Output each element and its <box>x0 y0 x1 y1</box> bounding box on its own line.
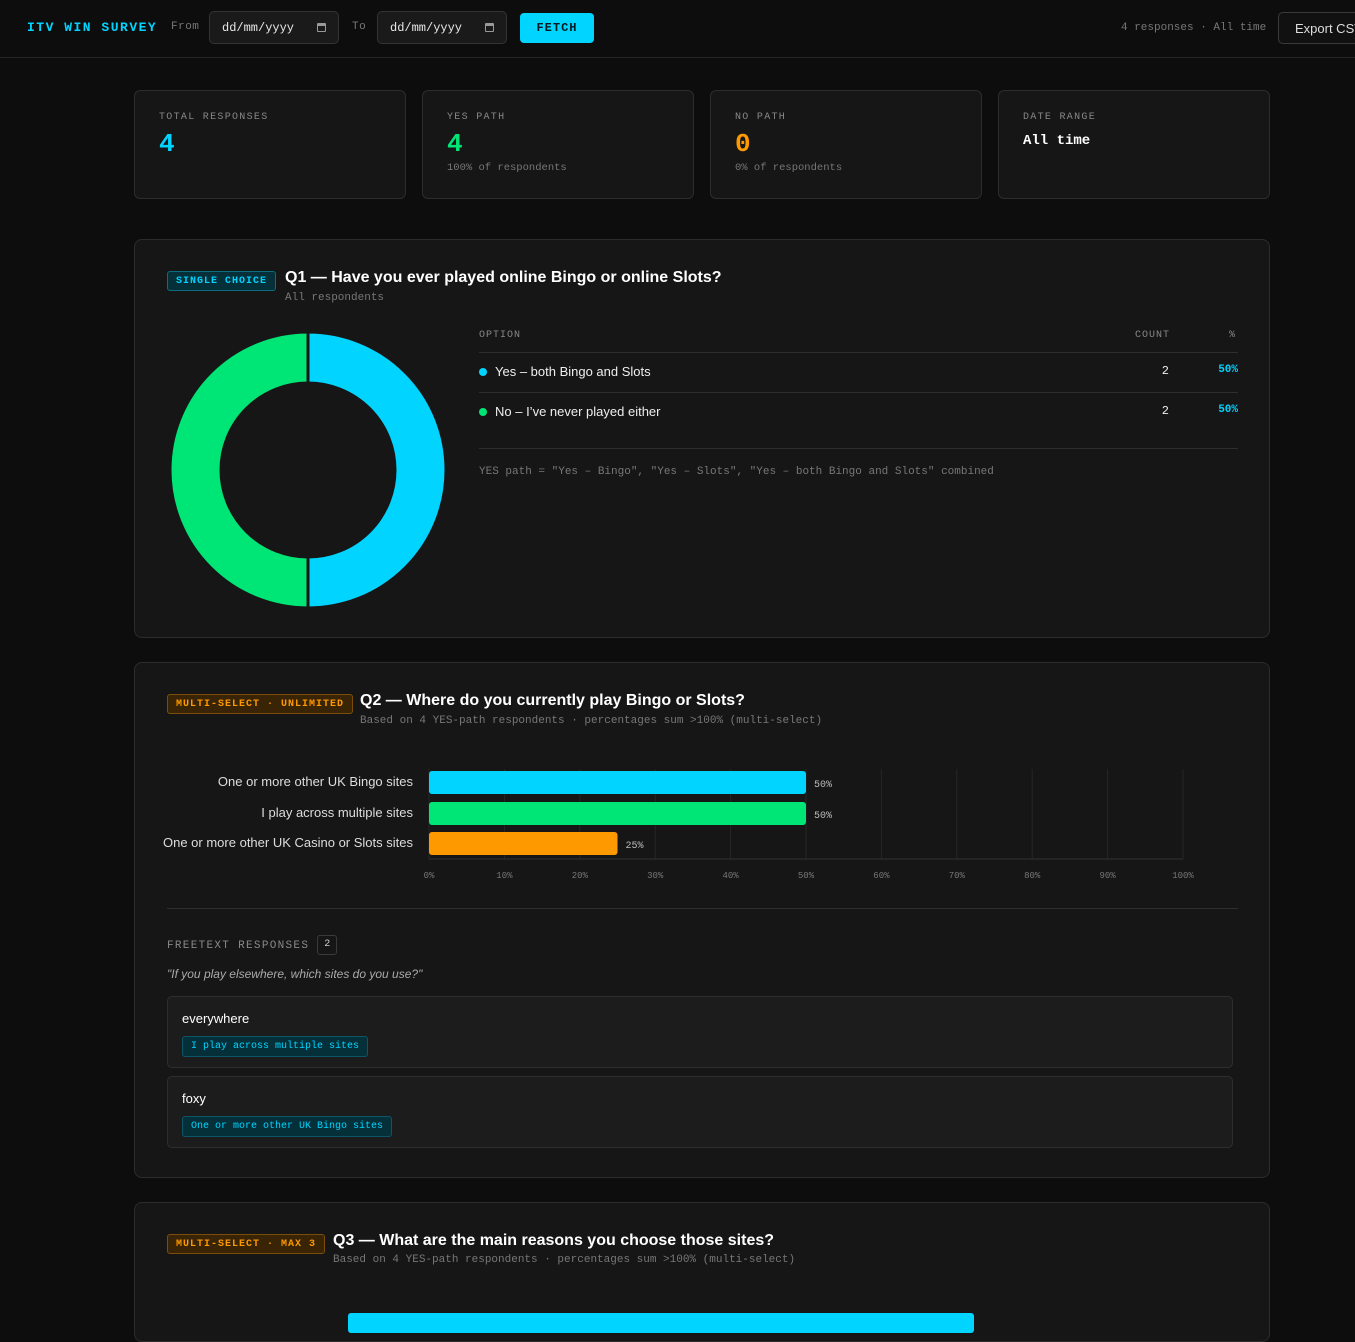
stat-subtext: 100% of respondents <box>447 162 567 174</box>
yes-path-note: YES path = "Yes – Bingo", "Yes – Slots",… <box>479 466 994 478</box>
question-subtitle: All respondents <box>285 292 385 304</box>
option-label: Yes – both Bingo and Slots <box>495 364 651 379</box>
divider <box>167 908 1238 909</box>
stat-label: TOTAL RESPONSES <box>159 112 269 123</box>
stat-label: NO PATH <box>735 112 787 123</box>
x-tick-label: 80% <box>1024 871 1041 881</box>
bar-category-label: One or more other UK Casino or Slots sit… <box>163 835 413 850</box>
from-label: From <box>171 21 200 33</box>
bar-value-label: 25% <box>626 841 644 852</box>
fetch-button[interactable]: FETCH <box>520 13 594 43</box>
option-percent: 50% <box>1218 404 1238 416</box>
x-tick-label: 0% <box>424 871 435 881</box>
freetext-count-badge: 2 <box>317 935 338 955</box>
donut-slice <box>168 330 310 610</box>
freetext-header: FREETEXT RESPONSES 2 <box>167 935 338 955</box>
to-date-input[interactable]: dd/mm/yyyy <box>377 11 507 44</box>
to-date-value: dd/mm/yyyy <box>390 21 463 35</box>
x-tick-label: 90% <box>1099 871 1116 881</box>
response-option-tag: One or more other UK Bingo sites <box>182 1116 393 1137</box>
series-dot <box>479 368 487 376</box>
bar-value-label: 50% <box>814 780 832 791</box>
chart-bar <box>348 1313 974 1333</box>
from-date-value: dd/mm/yyyy <box>222 21 295 35</box>
donut-slice <box>306 330 448 610</box>
option-row: Yes – both Bingo and Slots 2 50% <box>479 353 1238 393</box>
question-card-q2: MULTI-SELECT · UNLIMITED Q2 — Where do y… <box>134 662 1270 1178</box>
x-tick-label: 50% <box>798 871 815 881</box>
stat-card-total-responses: TOTAL RESPONSES 4 <box>134 90 406 199</box>
donut-chart <box>168 330 448 610</box>
question-type-badge: MULTI-SELECT · UNLIMITED <box>167 694 354 714</box>
chart-bar <box>429 832 618 855</box>
freetext-response-card: everywhere I play across multiple sites <box>167 996 1233 1068</box>
response-text: everywhere <box>182 1011 250 1026</box>
x-tick-label: 40% <box>722 871 739 881</box>
x-tick-label: 30% <box>647 871 664 881</box>
question-card-q3: MULTI-SELECT · MAX 3 Q3 — What are the m… <box>134 1202 1270 1342</box>
x-tick-label: 10% <box>496 871 513 881</box>
top-bar: ITV WIN SURVEY From dd/mm/yyyy To dd/mm/… <box>0 0 1355 58</box>
bar-value-label: 50% <box>814 811 832 822</box>
bar-labels: One or more other UK Bingo sites I play … <box>135 663 413 863</box>
stat-value: 4 <box>159 129 175 159</box>
option-count: 2 <box>1161 404 1169 418</box>
divider <box>479 448 1238 449</box>
freetext-title: FREETEXT RESPONSES <box>167 939 310 952</box>
chart-bar <box>429 771 806 794</box>
series-dot <box>479 408 487 416</box>
question-title: Q3 — What are the main reasons you choos… <box>333 1232 775 1249</box>
question-type-badge: SINGLE CHOICE <box>167 271 277 291</box>
calendar-icon[interactable] <box>485 23 494 32</box>
x-tick-label: 60% <box>873 871 890 881</box>
stat-value: All time <box>1023 133 1091 149</box>
option-percent: 50% <box>1218 364 1238 376</box>
calendar-icon[interactable] <box>317 23 326 32</box>
stat-label: YES PATH <box>447 112 506 123</box>
bar-chart: 0% 10% 20% 30% 40% 50% 60% 70% 80% 90% 100% 50% 50% 2… <box>424 769 1194 881</box>
column-header-count: COUNT <box>1135 330 1171 341</box>
stat-card-date-range: DATE RANGE All time <box>998 90 1270 199</box>
response-status: 4 responses · All time <box>1121 22 1267 34</box>
column-header-percent: % <box>1229 330 1237 341</box>
from-date-input[interactable]: dd/mm/yyyy <box>209 11 339 44</box>
question-subtitle: Based on 4 YES-path respondents · percen… <box>360 715 823 727</box>
stat-label: DATE RANGE <box>1023 112 1097 123</box>
x-tick-label: 70% <box>949 871 966 881</box>
question-title: Q2 — Where do you currently play Bingo o… <box>360 692 745 709</box>
freetext-prompt: "If you play elsewhere, which sites do y… <box>167 967 423 981</box>
x-tick-label: 20% <box>572 871 589 881</box>
x-tick-label: 100% <box>1172 871 1194 881</box>
question-card-q1: SINGLE CHOICE Q1 — Have you ever played … <box>134 239 1270 638</box>
freetext-response-card: foxy One or more other UK Bingo sites <box>167 1076 1233 1148</box>
export-csv-button[interactable]: Export CSV <box>1278 12 1355 44</box>
option-row: No – I’ve never played either 2 50% <box>479 393 1238 433</box>
stat-card-yes-path: YES PATH 4 100% of respondents <box>422 90 694 199</box>
stat-subtext: 0% of respondents <box>735 162 843 174</box>
to-label: To <box>352 21 367 33</box>
response-text: foxy <box>182 1091 206 1106</box>
stat-card-no-path: NO PATH 0 0% of respondents <box>710 90 982 199</box>
stat-value: 0 <box>735 129 751 159</box>
option-label: No – I’ve never played either <box>495 404 661 419</box>
question-type-badge: MULTI-SELECT · MAX 3 <box>167 1234 326 1254</box>
question-subtitle: Based on 4 YES-path respondents · percen… <box>333 1254 796 1266</box>
stat-value: 4 <box>447 129 463 159</box>
divider <box>479 352 1238 353</box>
brand-title: ITV WIN SURVEY <box>27 20 158 35</box>
option-count: 2 <box>1161 364 1169 378</box>
column-header-option: OPTION <box>479 330 522 341</box>
divider <box>479 392 1238 393</box>
bar-category-label: One or more other UK Bingo sites <box>217 774 413 789</box>
bar-category-label: I play across multiple sites <box>261 805 413 820</box>
response-option-tag: I play across multiple sites <box>182 1036 369 1057</box>
question-title: Q1 — Have you ever played online Bingo o… <box>285 269 722 286</box>
chart-bar <box>429 802 806 825</box>
